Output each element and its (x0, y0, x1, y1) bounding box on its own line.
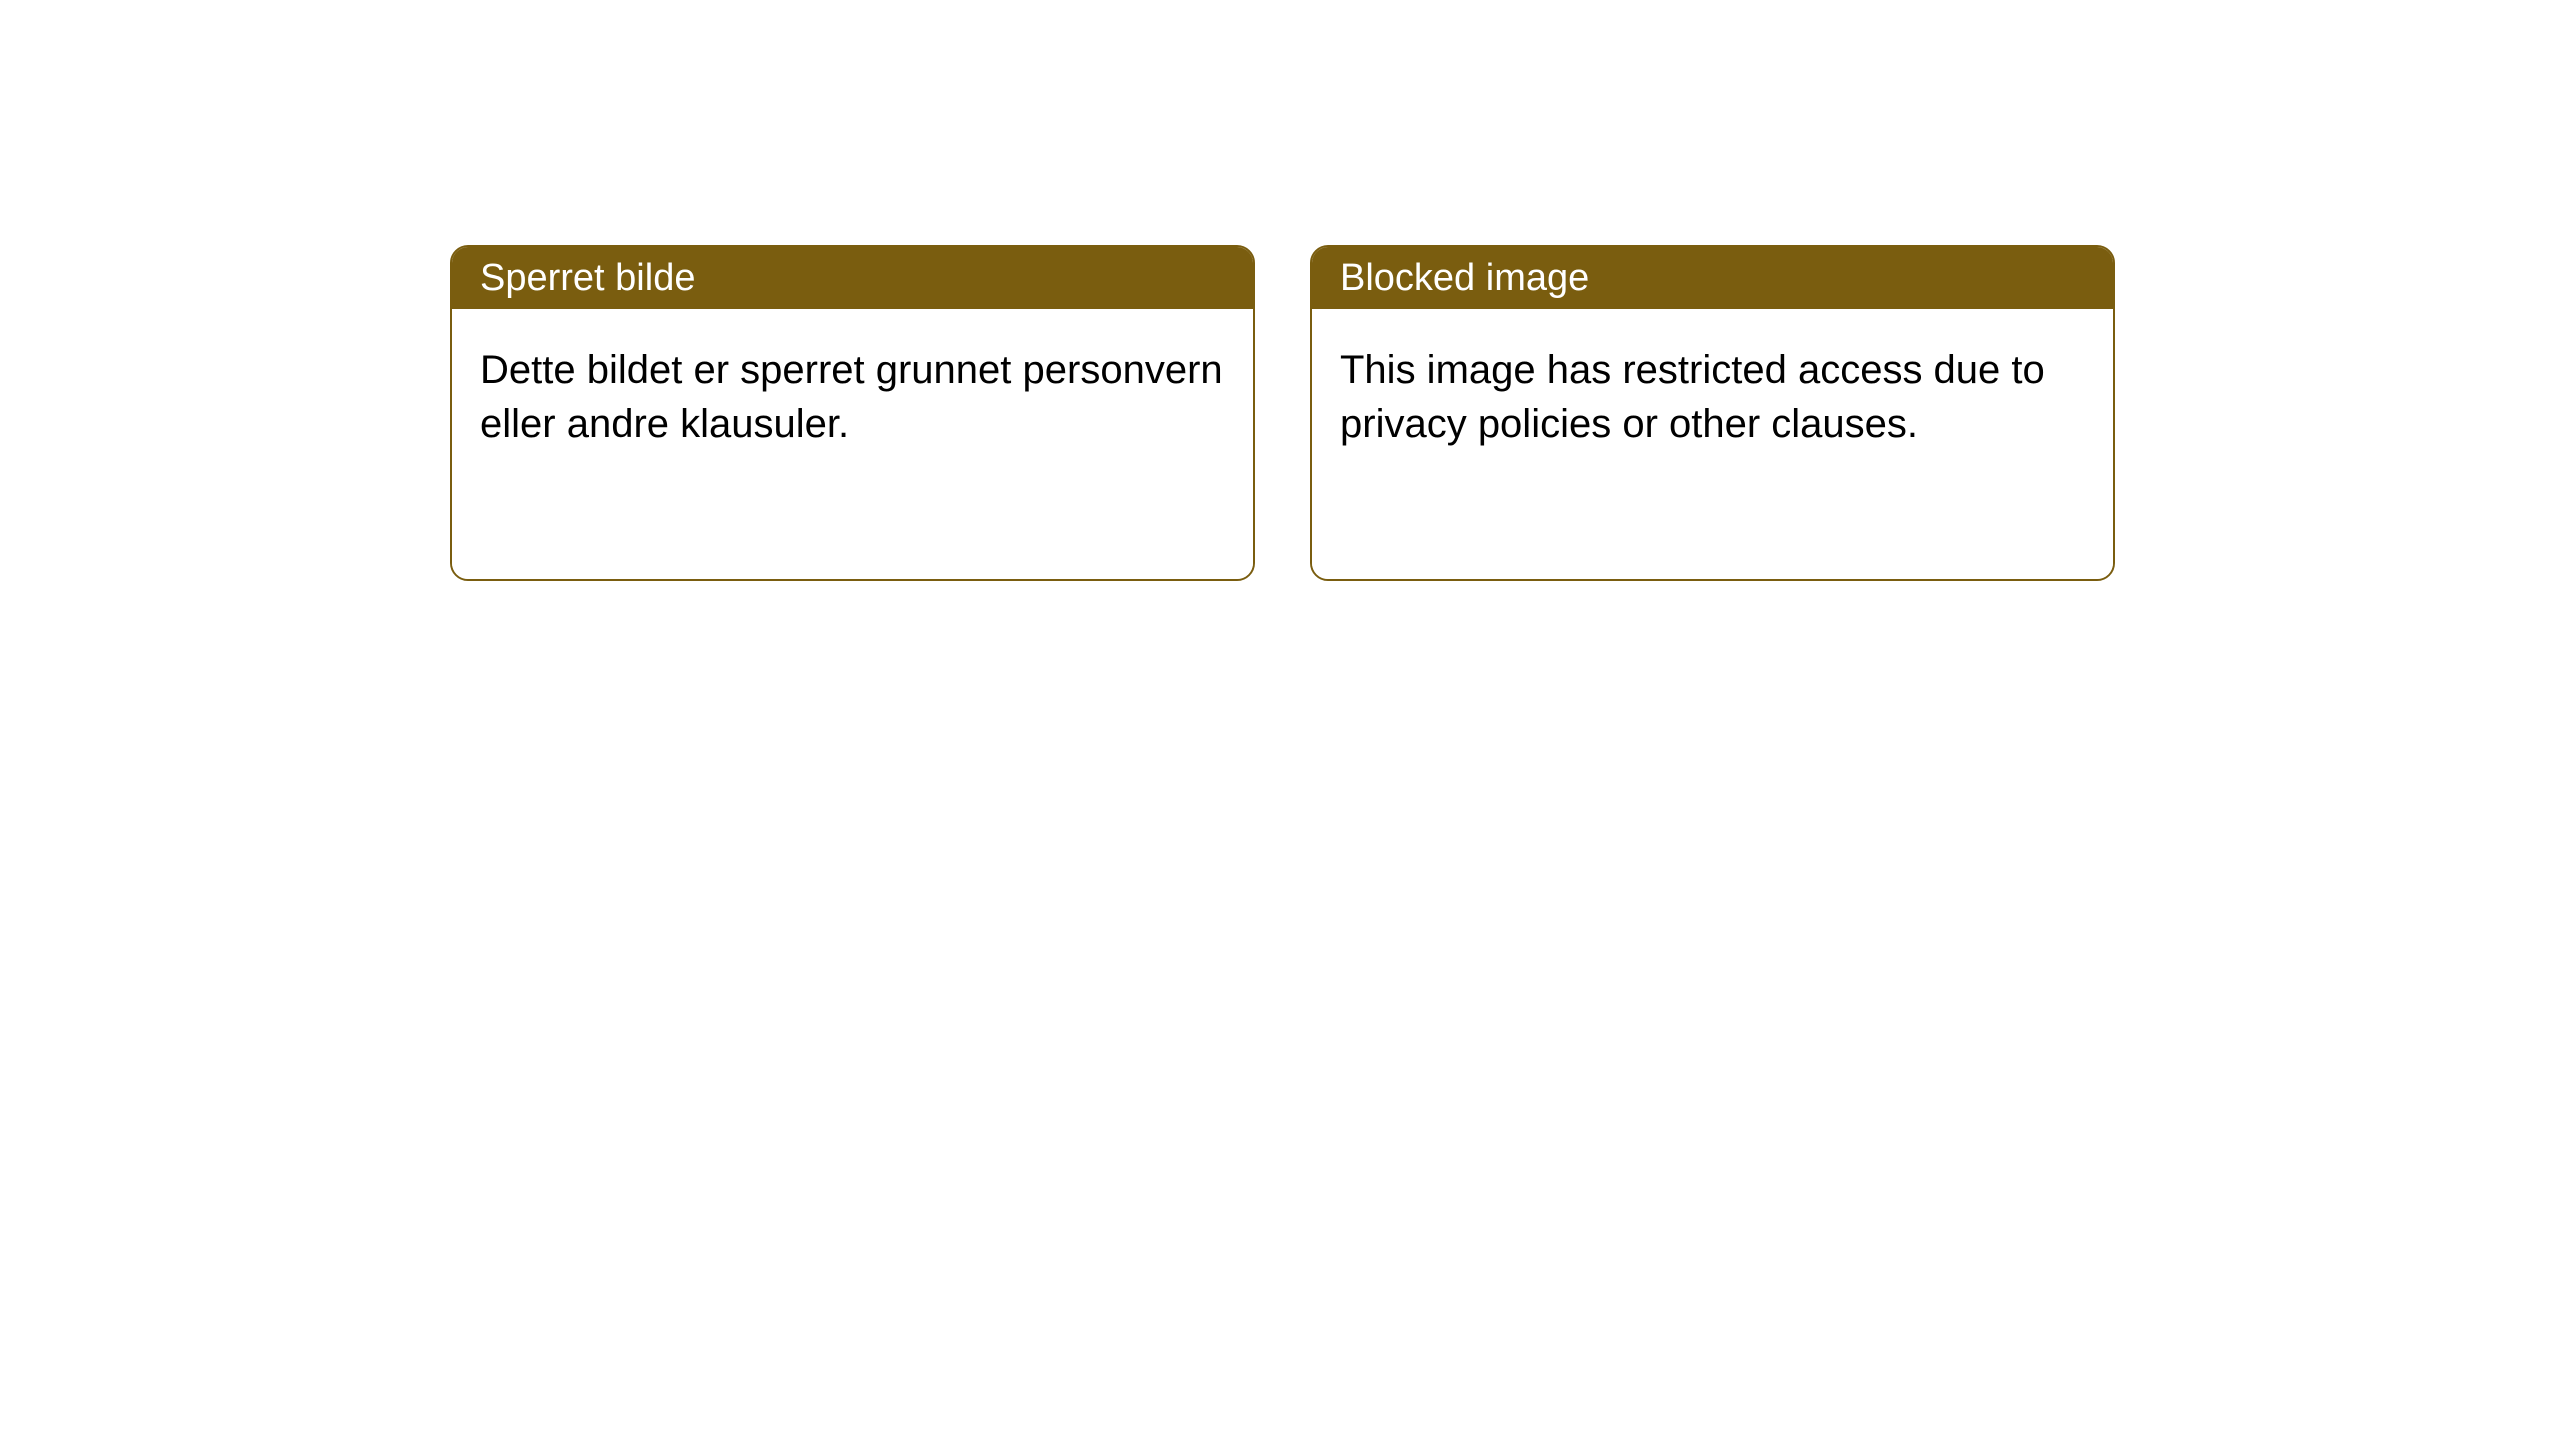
blocked-image-card-no: Sperret bilde Dette bildet er sperret gr… (450, 245, 1255, 581)
card-title: Sperret bilde (480, 257, 695, 300)
card-header: Sperret bilde (452, 247, 1253, 309)
card-body-text: Dette bildet er sperret grunnet personve… (480, 348, 1223, 446)
blocked-image-cards: Sperret bilde Dette bildet er sperret gr… (450, 245, 2115, 581)
card-body: Dette bildet er sperret grunnet personve… (452, 309, 1253, 579)
blocked-image-card-en: Blocked image This image has restricted … (1310, 245, 2115, 581)
card-body: This image has restricted access due to … (1312, 309, 2113, 579)
card-header: Blocked image (1312, 247, 2113, 309)
card-title: Blocked image (1340, 257, 1589, 300)
card-body-text: This image has restricted access due to … (1340, 348, 2045, 446)
